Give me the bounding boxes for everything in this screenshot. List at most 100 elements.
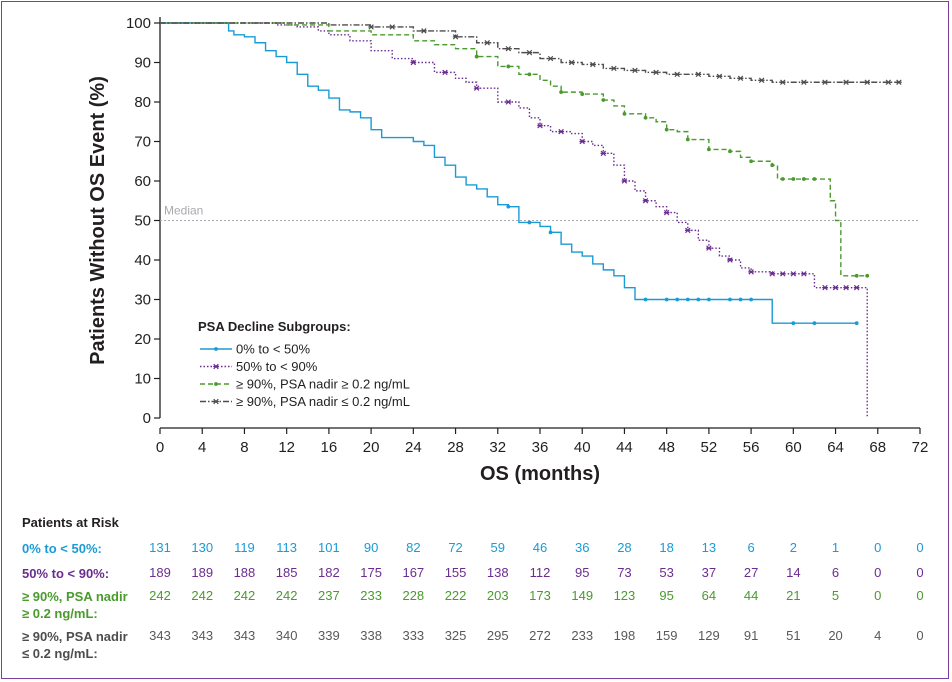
censor-mark xyxy=(664,127,669,132)
y-tick-label: 60 xyxy=(134,173,151,190)
censor-mark xyxy=(559,90,564,95)
censor-mark xyxy=(706,297,711,302)
censor-mark xyxy=(791,177,796,181)
risk-cell: 242 xyxy=(149,588,171,603)
risk-cell: 72 xyxy=(448,540,463,555)
censor-mark xyxy=(728,149,732,154)
risk-row-label-line: 50% to < 90%: xyxy=(22,566,110,581)
km-series-1 xyxy=(160,22,859,326)
risk-cell: 149 xyxy=(571,588,594,603)
censor-mark xyxy=(589,61,596,68)
risk-cell: 237 xyxy=(318,588,340,603)
censor-mark xyxy=(801,177,806,181)
censor-mark xyxy=(779,271,786,277)
risk-cell: 0 xyxy=(916,628,924,643)
risk-cell: 167 xyxy=(402,565,425,580)
risk-cell: 95 xyxy=(574,565,590,580)
censor-mark xyxy=(685,297,690,302)
risk-cell: 340 xyxy=(275,628,298,643)
risk-cell: 188 xyxy=(233,565,256,580)
risk-cell: 113 xyxy=(276,540,298,555)
legend-entry: 50% to < 90% xyxy=(236,359,318,374)
risk-cell: 189 xyxy=(149,565,171,580)
censor-mark xyxy=(737,75,744,82)
censor-mark xyxy=(505,99,512,105)
censor-mark xyxy=(758,77,765,83)
risk-cell: 228 xyxy=(402,588,425,603)
x-tick-label: 52 xyxy=(701,439,718,456)
censor-mark xyxy=(695,71,702,78)
censor-mark xyxy=(832,284,839,291)
censor-mark xyxy=(675,297,680,302)
censor-mark xyxy=(885,79,892,85)
censor-mark xyxy=(527,220,532,225)
censor-mark xyxy=(621,178,628,184)
censor-mark xyxy=(738,297,743,302)
risk-cell: 59 xyxy=(490,540,505,555)
x-tick-label: 4 xyxy=(198,439,206,456)
y-tick-label: 0 xyxy=(143,410,151,427)
y-tick-label: 100 xyxy=(126,15,151,32)
y-tick-label: 10 xyxy=(134,371,151,388)
km-curve-line xyxy=(160,22,868,277)
risk-cell: 233 xyxy=(571,628,594,643)
risk-cell: 0 xyxy=(916,565,924,580)
x-tick-label: 32 xyxy=(489,439,506,456)
censor-mark xyxy=(506,64,511,69)
legend-marker xyxy=(214,382,218,386)
censor-mark xyxy=(749,159,754,164)
censor-mark xyxy=(642,198,649,204)
legend-entry: ≥ 90%, PSA nadir ≤ 0.2 ng/mL xyxy=(236,394,410,409)
risk-cell: 242 xyxy=(233,588,256,603)
risk-cell: 159 xyxy=(655,628,678,643)
risk-cell: 175 xyxy=(360,565,382,580)
x-tick-label: 36 xyxy=(532,439,549,456)
x-tick-label: 0 xyxy=(156,439,164,456)
x-tick-label: 20 xyxy=(363,439,380,456)
risk-row-label-line: ≤ 0.2 ng/mL: xyxy=(22,646,98,661)
x-tick-label: 56 xyxy=(743,439,760,456)
risk-row-label-line: ≥ 90%, PSA nadir xyxy=(22,629,128,644)
censor-mark xyxy=(812,177,817,181)
risk-cell: 36 xyxy=(574,540,590,555)
risk-row-label: 0% to < 50%: xyxy=(22,540,102,557)
censor-mark xyxy=(389,24,396,30)
risk-cell: 90 xyxy=(363,540,379,555)
censor-mark xyxy=(853,284,860,291)
risk-cell: 27 xyxy=(743,565,759,580)
censor-mark xyxy=(727,257,733,263)
censor-mark xyxy=(643,297,648,302)
censor-mark xyxy=(770,163,775,168)
y-tick-label: 70 xyxy=(134,134,151,151)
risk-cell: 198 xyxy=(613,628,636,643)
censor-mark xyxy=(643,115,648,120)
risk-cell: 95 xyxy=(659,588,674,603)
censor-mark xyxy=(854,321,859,326)
risk-cell: 46 xyxy=(532,540,548,555)
x-axis-label: OS (months) xyxy=(480,463,600,485)
x-tick-label: 16 xyxy=(321,439,338,456)
censor-mark xyxy=(864,79,871,85)
risk-cell: 73 xyxy=(617,565,632,580)
y-tick-label: 90 xyxy=(134,55,151,72)
censor-mark xyxy=(442,69,448,76)
risk-cell: 203 xyxy=(486,588,509,603)
censor-mark xyxy=(812,321,817,326)
censor-mark xyxy=(568,59,575,66)
censor-mark xyxy=(749,297,754,302)
censor-mark xyxy=(728,297,732,302)
censor-mark xyxy=(791,321,796,326)
censor-mark xyxy=(368,24,374,30)
censor-mark xyxy=(410,59,417,66)
censor-mark xyxy=(558,128,564,135)
risk-row-label-line: 0% to < 50%: xyxy=(22,541,102,556)
risk-cell: 112 xyxy=(529,565,551,580)
risk-cell: 51 xyxy=(786,628,801,643)
y-tick-label: 80 xyxy=(134,94,151,111)
x-tick-label: 28 xyxy=(447,439,464,456)
km-curve-line xyxy=(160,22,857,324)
censor-mark xyxy=(801,79,807,85)
legend-entry: 0% to < 50% xyxy=(236,342,311,357)
